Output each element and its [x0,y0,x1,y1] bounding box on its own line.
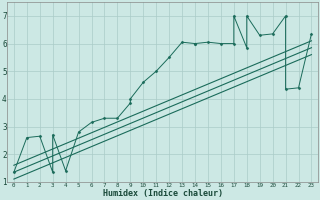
X-axis label: Humidex (Indice chaleur): Humidex (Indice chaleur) [103,189,223,198]
